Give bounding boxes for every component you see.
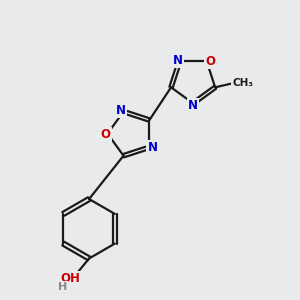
Text: N: N [147, 141, 158, 154]
Text: CH₃: CH₃ [232, 78, 253, 88]
Text: N: N [188, 99, 198, 112]
Text: H: H [58, 282, 67, 292]
Text: OH: OH [60, 272, 80, 285]
Text: N: N [173, 54, 183, 67]
Text: O: O [101, 128, 111, 141]
Text: N: N [116, 104, 126, 117]
Text: O: O [205, 55, 215, 68]
